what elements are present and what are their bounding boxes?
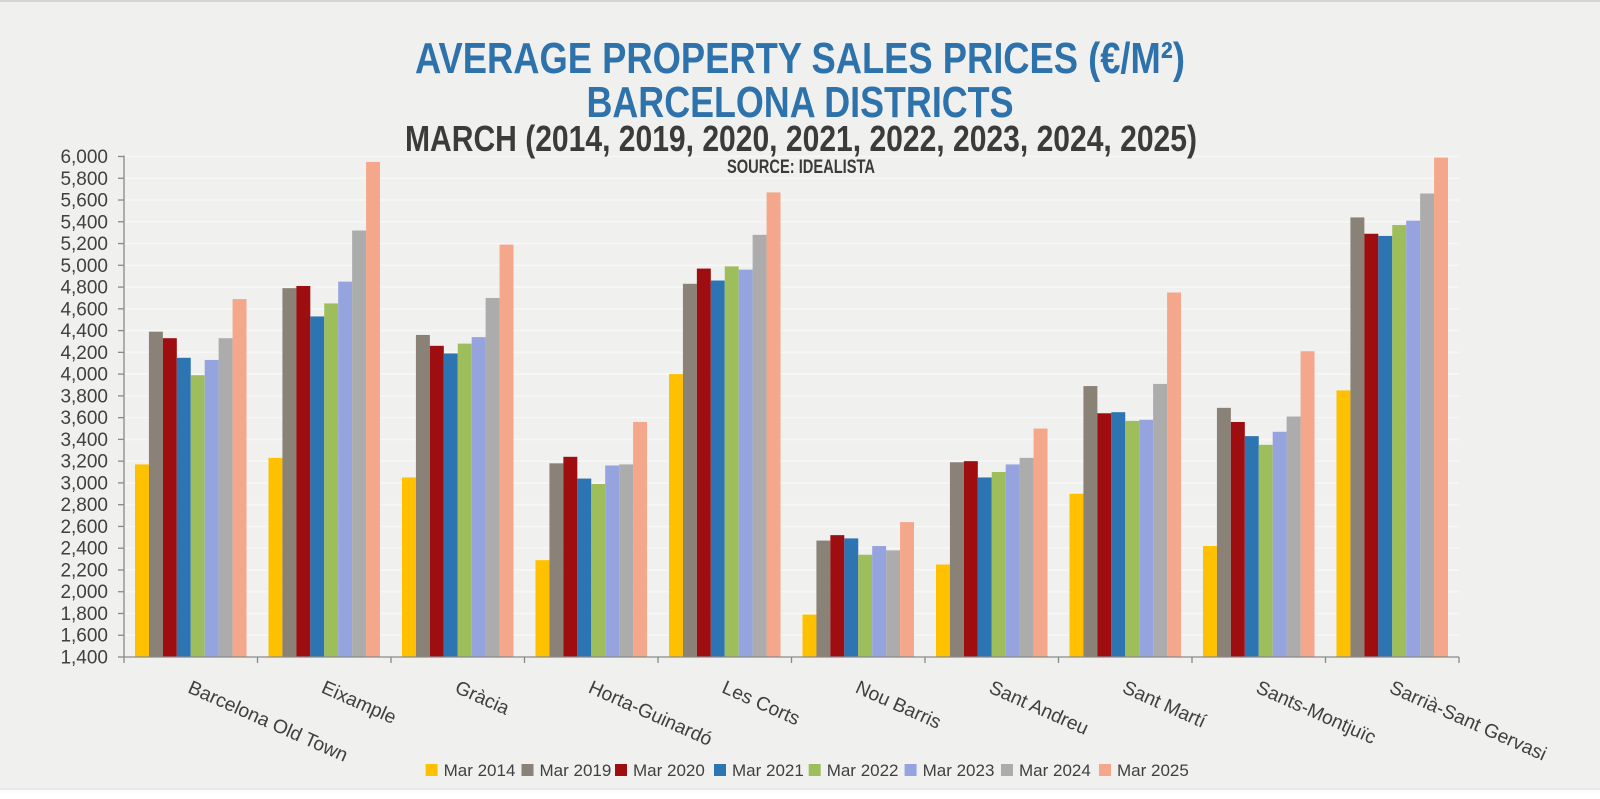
svg-text:1,400: 1,400	[60, 648, 108, 669]
svg-text:4,400: 4,400	[60, 321, 108, 342]
svg-text:5,800: 5,800	[60, 169, 108, 190]
svg-text:5,200: 5,200	[60, 234, 108, 255]
svg-text:1,600: 1,600	[60, 626, 108, 647]
svg-text:2,400: 2,400	[60, 539, 108, 560]
svg-text:Mar 2019: Mar 2019	[540, 761, 612, 780]
svg-text:6,000: 6,000	[60, 147, 108, 168]
svg-text:1,800: 1,800	[60, 604, 108, 625]
svg-text:5,600: 5,600	[60, 191, 108, 212]
svg-text:3,200: 3,200	[60, 452, 108, 473]
svg-text:Mar 2023: Mar 2023	[923, 761, 995, 780]
svg-text:3,000: 3,000	[60, 473, 108, 494]
svg-text:Mar 2020: Mar 2020	[633, 761, 705, 780]
svg-text:Mar 2024: Mar 2024	[1019, 761, 1091, 780]
svg-text:4,600: 4,600	[60, 299, 108, 320]
svg-text:Mar 2025: Mar 2025	[1117, 761, 1189, 780]
svg-text:2,800: 2,800	[60, 495, 108, 516]
svg-text:3,400: 3,400	[60, 430, 108, 451]
svg-text:3,800: 3,800	[60, 386, 108, 407]
svg-text:AVERAGE PROPERTY SALES PRICES: AVERAGE PROPERTY SALES PRICES (€/M²)	[415, 34, 1185, 83]
svg-text:BARCELONA DISTRICTS: BARCELONA DISTRICTS	[587, 78, 1014, 127]
svg-text:MARCH (2014, 2019, 2020, 2021,: MARCH (2014, 2019, 2020, 2021, 2022, 202…	[405, 118, 1197, 159]
svg-text:2,600: 2,600	[60, 517, 108, 538]
svg-text:Mar 2014: Mar 2014	[444, 761, 516, 780]
svg-text:5,000: 5,000	[60, 256, 108, 277]
svg-text:4,800: 4,800	[60, 278, 108, 299]
svg-text:4,000: 4,000	[60, 365, 108, 386]
svg-text:5,400: 5,400	[60, 212, 108, 233]
svg-text:2,200: 2,200	[60, 560, 108, 581]
svg-text:2,000: 2,000	[60, 582, 108, 603]
svg-text:3,600: 3,600	[60, 408, 108, 429]
svg-text:4,200: 4,200	[60, 343, 108, 364]
svg-text:Mar 2022: Mar 2022	[827, 761, 899, 780]
svg-text:SOURCE: IDEALISTA: SOURCE: IDEALISTA	[727, 157, 875, 178]
svg-text:Mar 2021: Mar 2021	[732, 761, 804, 780]
